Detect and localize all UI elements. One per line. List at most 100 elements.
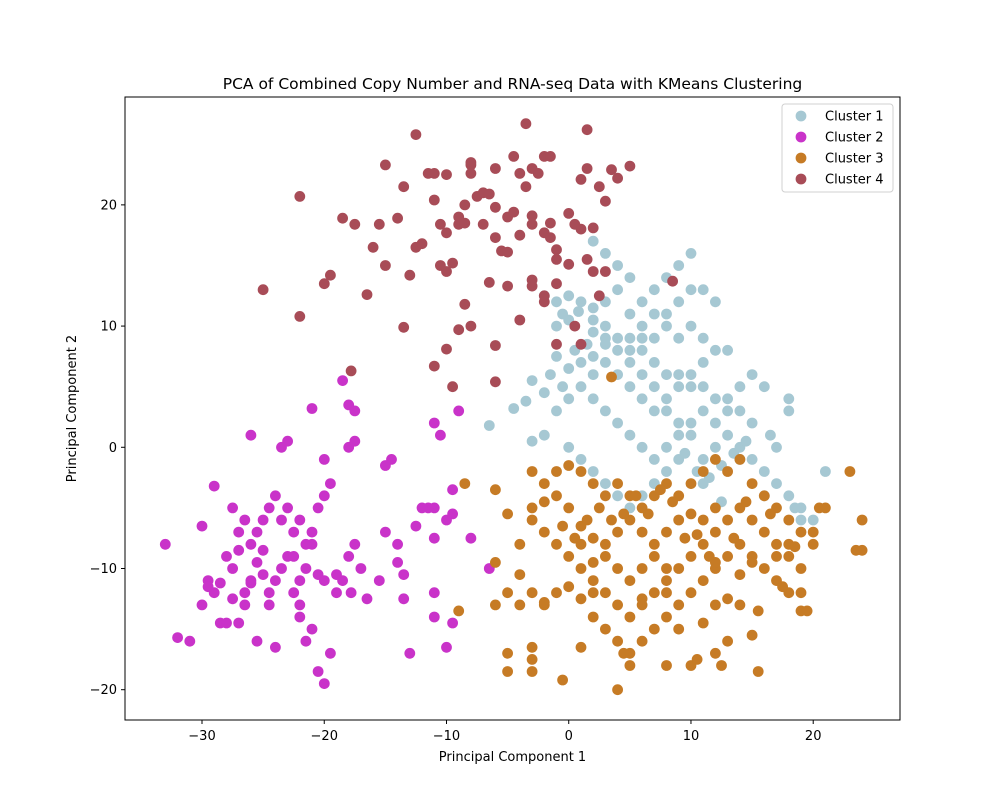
cluster-3-point-49 — [710, 526, 721, 538]
cluster-3-point-21 — [734, 454, 746, 465]
cluster-1-point-58 — [673, 429, 685, 441]
cluster-4-point-1 — [294, 311, 306, 322]
cluster-3-point-121 — [612, 563, 623, 574]
x-tick-label: 20 — [805, 729, 822, 744]
cluster-4-point-41 — [514, 229, 526, 241]
cluster-3-point-158 — [630, 490, 642, 502]
cluster-1-point-52 — [600, 405, 611, 417]
cluster-3-point-141 — [771, 551, 782, 562]
cluster-2-point-7 — [221, 551, 232, 562]
cluster-1-point-108 — [673, 369, 685, 380]
cluster-3-point-65 — [600, 623, 611, 635]
cluster-2-point-94 — [300, 635, 312, 647]
cluster-1-point-74 — [758, 381, 770, 393]
cluster-1-point-94 — [648, 381, 660, 393]
cluster-2-point-14 — [263, 587, 275, 599]
cluster-2-point-103 — [294, 575, 306, 586]
cluster-2-point-101 — [214, 577, 226, 589]
cluster-4-point-42 — [514, 168, 526, 179]
cluster-4-point-11 — [380, 159, 391, 171]
cluster-1-point-79 — [710, 441, 721, 453]
cluster-1-point-37 — [685, 369, 697, 380]
cluster-4-point-67 — [581, 124, 593, 136]
cluster-4-point-60 — [593, 181, 605, 193]
cluster-2-point-35 — [245, 538, 257, 550]
cluster-4-point-3 — [318, 278, 330, 290]
cluster-4-point-52 — [551, 254, 562, 265]
cluster-4-point-96 — [551, 278, 562, 290]
cluster-1-point-80 — [697, 454, 709, 465]
cluster-3-point-106 — [600, 538, 611, 550]
cluster-4-point-30 — [465, 168, 477, 179]
legend-marker-cluster-2 — [795, 131, 807, 143]
cluster-4-point-49 — [545, 217, 556, 229]
cluster-1-point-56 — [648, 454, 660, 465]
cluster-3-point-129 — [538, 597, 550, 608]
legend-label-cluster-1: Cluster 1 — [825, 110, 884, 125]
cluster-1-point-126 — [575, 357, 587, 368]
cluster-1-point-76 — [783, 405, 795, 417]
cluster-3-point-42 — [624, 611, 636, 623]
cluster-3-point-20 — [722, 466, 733, 477]
cluster-4-point-38 — [502, 246, 513, 258]
cluster-1-point-92 — [673, 417, 685, 429]
cluster-2-point-98 — [227, 593, 239, 605]
cluster-2-point-59 — [349, 405, 361, 417]
cluster-1-point-25 — [600, 248, 611, 259]
cluster-1-point-107 — [661, 369, 672, 380]
cluster-2-point-54 — [349, 435, 361, 447]
cluster-3-point-150 — [789, 541, 801, 553]
cluster-1-point-27 — [612, 260, 623, 271]
cluster-2-point-2 — [184, 635, 196, 647]
cluster-3-point-118 — [648, 551, 660, 562]
cluster-3-point-26 — [795, 526, 807, 538]
cluster-3-point-111 — [538, 496, 550, 508]
cluster-1-point-65 — [758, 466, 770, 477]
cluster-3-point-56 — [795, 563, 807, 574]
cluster-2-point-80 — [447, 617, 458, 629]
cluster-3-point-107 — [587, 532, 599, 544]
cluster-2-point-43 — [294, 514, 306, 526]
cluster-1-point-112 — [722, 393, 733, 405]
cluster-3-point-145 — [703, 551, 715, 562]
cluster-4-point-43 — [520, 181, 532, 193]
cluster-1-point-124 — [600, 338, 611, 350]
cluster-2-point-60 — [337, 375, 348, 386]
cluster-3-point-92 — [661, 660, 672, 671]
cluster-3-point-41 — [612, 599, 623, 611]
cluster-3-point-85 — [502, 666, 513, 677]
cluster-1-point-33 — [697, 332, 709, 344]
cluster-1-point-48 — [551, 405, 562, 417]
cluster-1-point-118 — [673, 296, 685, 308]
cluster-1-point-89 — [587, 466, 599, 477]
cluster-3-point-90 — [618, 647, 630, 659]
cluster-4-point-71 — [490, 163, 501, 174]
cluster-3-point-122 — [600, 551, 611, 562]
cluster-4-point-24 — [447, 257, 458, 269]
cluster-2-point-97 — [239, 599, 251, 611]
legend-marker-cluster-3 — [795, 152, 807, 164]
cluster-1-point-125 — [587, 351, 599, 362]
cluster-3-point-66 — [612, 635, 623, 647]
cluster-4-point-61 — [600, 195, 611, 207]
cluster-2-point-77 — [398, 593, 410, 605]
cluster-2-point-10 — [239, 587, 251, 599]
cluster-4-point-92 — [593, 290, 605, 302]
cluster-3-point-3 — [502, 508, 513, 520]
cluster-3-point-35 — [538, 526, 550, 538]
cluster-3-point-48 — [697, 538, 709, 550]
cluster-1-point-88 — [600, 478, 611, 489]
cluster-1-point-119 — [661, 308, 672, 320]
cluster-3-point-103 — [636, 526, 648, 538]
cluster-4-point-94 — [526, 274, 538, 286]
cluster-4-point-93 — [345, 365, 357, 377]
cluster-1-point-24 — [624, 272, 636, 283]
cluster-3-point-157 — [642, 508, 654, 520]
cluster-1-point-29 — [648, 332, 660, 344]
cluster-3-point-86 — [526, 666, 538, 677]
cluster-3-point-152 — [807, 526, 819, 538]
cluster-3-point-34 — [526, 514, 538, 526]
cluster-1-point-83 — [661, 466, 672, 477]
cluster-3-point-125 — [490, 599, 501, 611]
cluster-3-point-78 — [758, 563, 770, 574]
